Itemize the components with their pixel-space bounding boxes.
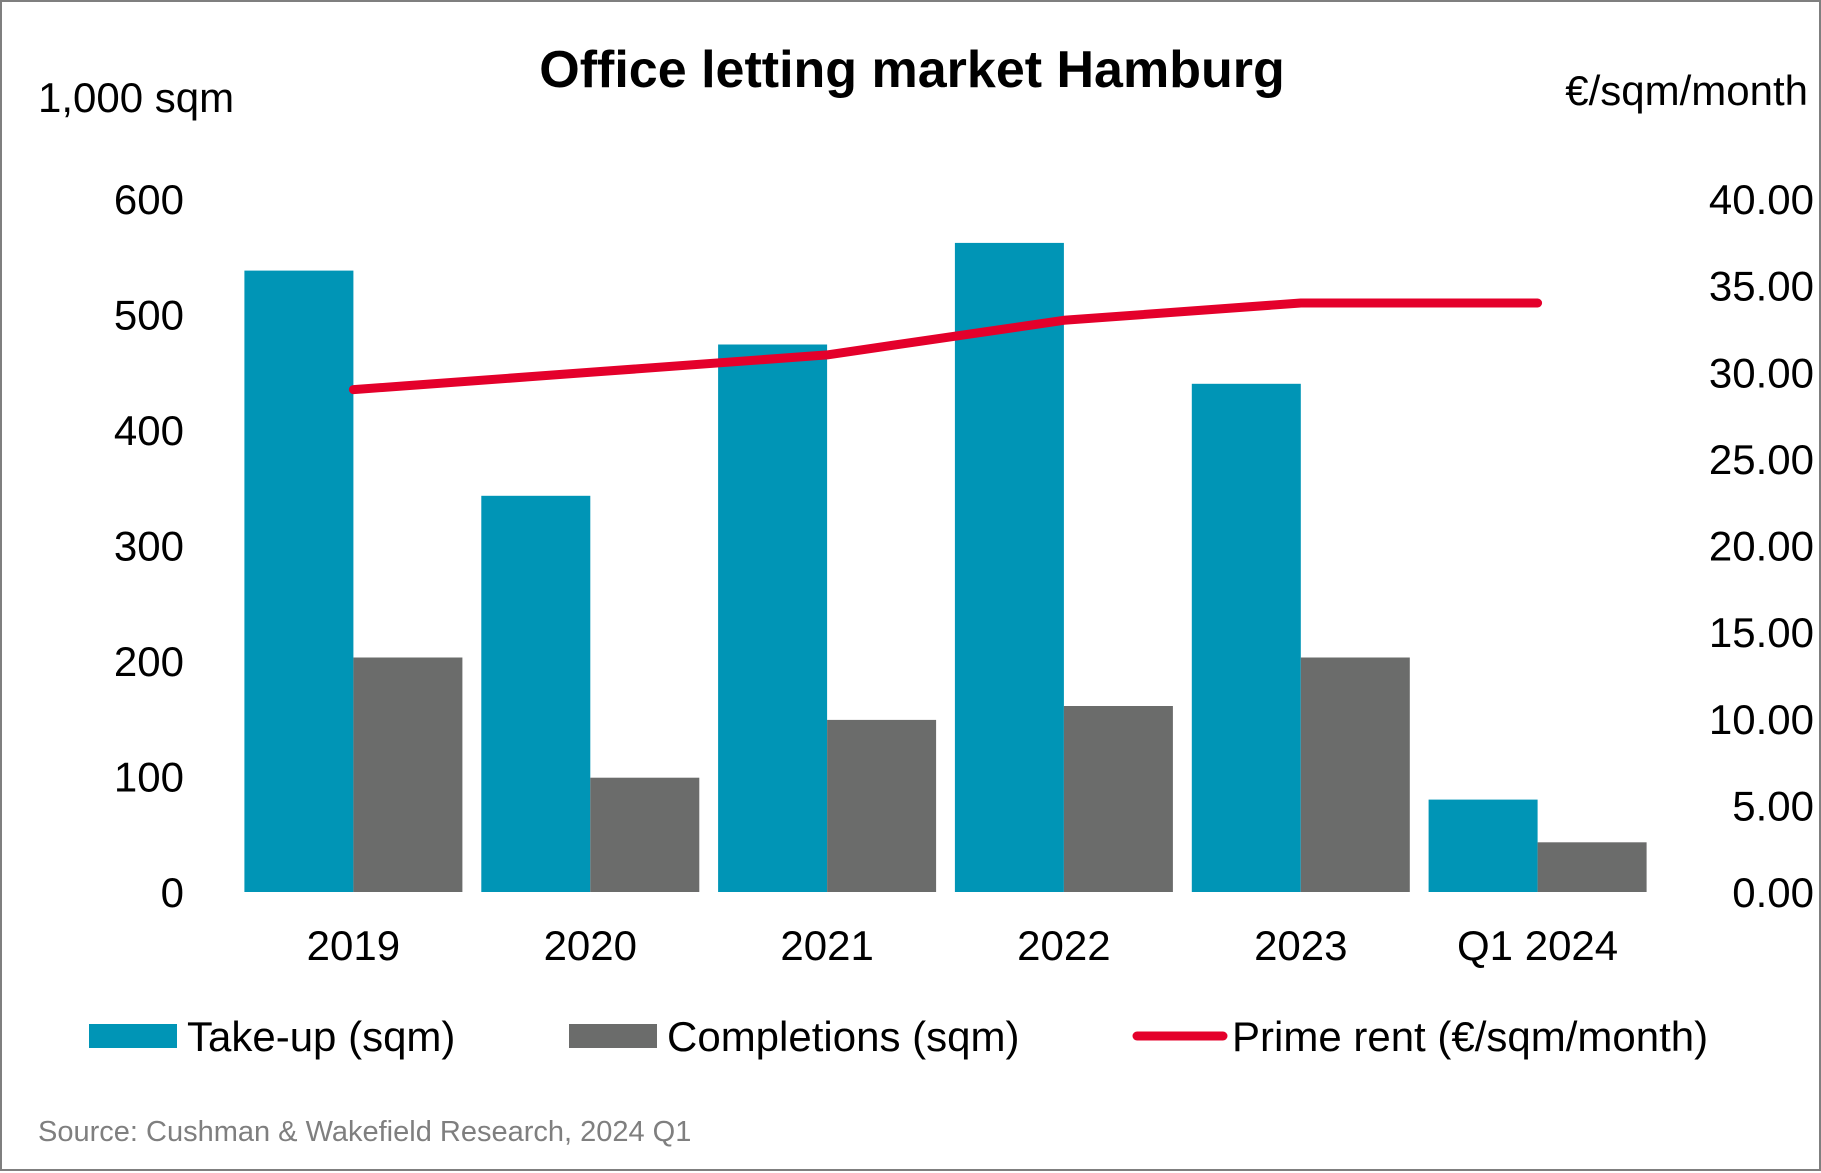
category-label: 2019 [307,922,400,969]
category-labels: 2019 2020 2021 2022 2023 Q1 2024 [307,922,1618,969]
take-up-bar-5 [1191,383,1301,892]
left-tick-label: 200 [114,638,184,685]
take-up-bar-3 [718,344,828,892]
left-tick-label: 500 [114,292,184,339]
category-label: Q1 2024 [1457,922,1618,969]
category-label: 2022 [1017,922,1110,969]
category-label: 2021 [780,922,873,969]
left-tick-label: 100 [114,754,184,801]
right-tick-label: 25.00 [1709,436,1814,483]
right-tick-label: 35.00 [1709,263,1814,310]
completions-bar-1 [353,657,463,892]
take-up-bar-2 [481,495,591,892]
completions-bar-3 [827,719,937,892]
chart-title: Office letting market Hamburg [539,41,1284,99]
completions-bar-5 [1300,657,1410,892]
right-tick-label: 15.00 [1709,609,1814,656]
right-tick-label: 30.00 [1709,349,1814,396]
left-tick-label: 300 [114,523,184,570]
right-tick-label: 5.00 [1732,782,1814,829]
legend-label-2: Completions (sqm) [667,1013,1019,1060]
right-tick-label: 20.00 [1709,523,1814,570]
legend-swatch-1 [89,1024,177,1048]
right-tick-label: 10.00 [1709,696,1814,743]
right-tick-label: 40.00 [1709,176,1814,223]
left-tick-label: 400 [114,407,184,454]
completions-bar-6 [1537,842,1647,892]
legend-label-1: Take-up (sqm) [187,1013,455,1060]
take-up-bar-6 [1428,799,1538,892]
category-label: 2023 [1254,922,1347,969]
line-layer [348,298,1543,395]
take-up-bar-1 [244,270,354,893]
right-axis-unit-label: €/sqm/month [1565,67,1808,114]
left-tick-label: 600 [114,176,184,223]
legend-swatch-2 [569,1024,657,1048]
left-axis-unit-label: 1,000 sqm [38,74,234,121]
category-label: 2020 [544,922,637,969]
bars-layer [244,242,1647,893]
right-tick-label: 0.00 [1732,869,1814,916]
legend: Take-up (sqm) Completions (sqm) Prime rent… [89,1013,1708,1060]
take-up-bar-4 [954,242,1064,892]
legend-label-3: Prime rent (€/sqm/month) [1232,1013,1708,1060]
left-axis-ticks: 0 100 200 300 400 500 600 [114,176,184,916]
left-tick-label: 0 [161,869,184,916]
source-note: Source: Cushman & Wakefield Research, 20… [38,1116,691,1148]
completions-bar-4 [1063,706,1173,892]
right-axis-ticks: 0.00 5.00 10.00 15.00 20.00 25.00 30.00 35.00 40… [1709,176,1814,916]
completions-bar-2 [590,777,700,892]
prime-rent-line [348,298,1543,395]
